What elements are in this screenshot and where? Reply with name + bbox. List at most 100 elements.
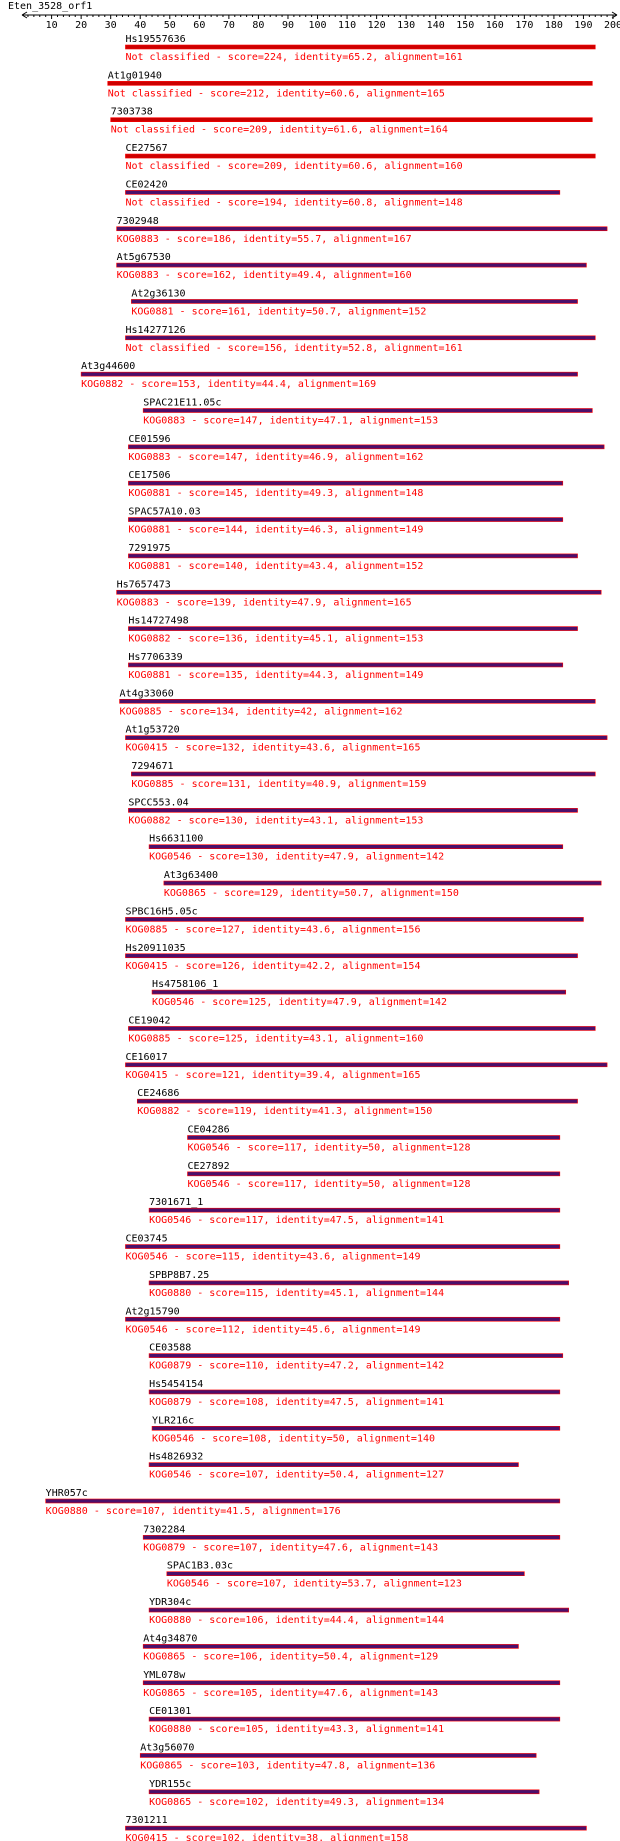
hit-id[interactable]: Hs14277126: [125, 325, 185, 336]
hit-bar[interactable]: [142, 1535, 561, 1540]
hit-bar[interactable]: [148, 1716, 561, 1722]
hit-id[interactable]: Hs7706339: [128, 652, 182, 663]
hit-bar[interactable]: [148, 844, 564, 850]
hit-bar[interactable]: [125, 1825, 587, 1831]
hit-bar[interactable]: [148, 1280, 569, 1286]
hit-bar[interactable]: [119, 698, 596, 704]
hit-id[interactable]: SPAC1B3.03c: [167, 1561, 233, 1572]
hit-bar[interactable]: [139, 1753, 537, 1758]
hit-id[interactable]: SPAC21E11.05c: [143, 398, 221, 409]
hit-id[interactable]: Hs4758106_1: [152, 979, 218, 990]
hit-id[interactable]: 7302948: [117, 216, 159, 227]
hit-id[interactable]: 7301671_1: [149, 1197, 203, 1208]
hit-id[interactable]: At1g01940: [108, 70, 162, 81]
hit-bar[interactable]: [163, 880, 602, 886]
hit-bar[interactable]: [142, 408, 593, 413]
hit-bar[interactable]: [151, 989, 567, 995]
hit-bar[interactable]: [131, 299, 578, 304]
hit-bar[interactable]: [116, 262, 587, 268]
hit-id[interactable]: YHR057c: [46, 1488, 88, 1499]
hit-bar[interactable]: [148, 1207, 561, 1213]
hit-bar[interactable]: [128, 626, 578, 631]
hit-id[interactable]: YDR304c: [149, 1597, 191, 1608]
hit-id[interactable]: 7303738: [111, 107, 153, 118]
hit-bar[interactable]: [148, 1607, 569, 1613]
hit-bar[interactable]: [148, 1389, 561, 1395]
hit-bar[interactable]: [125, 1244, 561, 1249]
hit-bar[interactable]: [116, 589, 602, 595]
hit-id[interactable]: SPAC57A10.03: [128, 507, 200, 518]
hit-id[interactable]: At5g67530: [117, 252, 171, 263]
hit-id[interactable]: YLR216c: [152, 1415, 194, 1426]
hit-id[interactable]: At2g15790: [125, 1306, 179, 1317]
hit-bar[interactable]: [45, 1498, 561, 1504]
hit-bar[interactable]: [128, 553, 578, 559]
hit-id[interactable]: Hs14727498: [128, 616, 188, 627]
hit-bar[interactable]: [125, 735, 608, 740]
hit-id[interactable]: CE27892: [188, 1161, 230, 1172]
hit-id[interactable]: At4g33060: [120, 688, 174, 699]
hit-bar[interactable]: [128, 480, 564, 486]
hit-id[interactable]: At3g63400: [164, 870, 218, 881]
hit-id[interactable]: CE03588: [149, 1343, 191, 1354]
hit-bar[interactable]: [148, 1353, 564, 1358]
hit-id[interactable]: YML078w: [143, 1670, 186, 1681]
hit-bar[interactable]: [125, 153, 596, 159]
hit-bar[interactable]: [166, 1571, 525, 1576]
hit-bar[interactable]: [128, 662, 564, 668]
hit-bar[interactable]: [116, 226, 608, 232]
hit-bar[interactable]: [125, 190, 561, 195]
hit-id[interactable]: At3g44600: [81, 361, 135, 372]
hit-bar[interactable]: [128, 808, 578, 813]
hit-id[interactable]: CE01301: [149, 1706, 191, 1717]
hit-id[interactable]: CE03745: [125, 1234, 167, 1245]
hit-id[interactable]: CE04286: [188, 1125, 230, 1136]
hit-bar[interactable]: [148, 1462, 519, 1467]
hit-id[interactable]: CE01596: [128, 434, 170, 445]
hit-id[interactable]: SPBP8B7.25: [149, 1270, 209, 1281]
hit-id[interactable]: Hs7657473: [117, 579, 171, 590]
hit-id[interactable]: Hs20911035: [125, 943, 185, 954]
hit-bar[interactable]: [128, 517, 564, 522]
hit-id[interactable]: CE16017: [125, 1052, 167, 1063]
hit-bar[interactable]: [125, 953, 578, 959]
hit-bar[interactable]: [142, 1644, 519, 1649]
hit-id[interactable]: At3g56070: [140, 1742, 194, 1753]
hit-id[interactable]: 7301211: [125, 1815, 167, 1826]
hit-bar[interactable]: [187, 1135, 561, 1140]
hit-bar[interactable]: [136, 1098, 578, 1104]
hit-id[interactable]: Hs6631100: [149, 834, 203, 845]
hit-id[interactable]: SPBC16H5.05c: [125, 906, 197, 917]
hit-id[interactable]: Hs4826932: [149, 1452, 203, 1463]
hit-bar[interactable]: [107, 81, 593, 86]
hit-bar[interactable]: [142, 1680, 561, 1686]
hit-bar[interactable]: [125, 1316, 561, 1322]
hit-id[interactable]: CE17506: [128, 470, 170, 481]
hit-id[interactable]: 7294671: [131, 761, 173, 772]
hit-bar[interactable]: [128, 1026, 596, 1031]
hit-id[interactable]: At2g36130: [131, 288, 185, 299]
hit-bar[interactable]: [125, 1062, 608, 1068]
hit-bar[interactable]: [131, 771, 596, 777]
hit-bar[interactable]: [110, 117, 593, 122]
hit-id[interactable]: 7302284: [143, 1524, 185, 1535]
hit-bar[interactable]: [125, 335, 596, 341]
hit-bar[interactable]: [128, 444, 605, 450]
hit-bar[interactable]: [80, 371, 578, 377]
hit-id[interactable]: CE27567: [125, 143, 167, 154]
hit-id[interactable]: At4g34870: [143, 1633, 197, 1644]
hit-id[interactable]: YDR155c: [149, 1779, 191, 1790]
hit-id[interactable]: SPCC553.04: [128, 797, 188, 808]
hit-id[interactable]: Hs5454154: [149, 1379, 203, 1390]
hit-bar[interactable]: [148, 1789, 540, 1795]
hit-bar[interactable]: [125, 917, 584, 922]
hit-bar[interactable]: [151, 1426, 561, 1431]
hit-id[interactable]: Hs19557636: [125, 34, 185, 45]
hit-bar[interactable]: [187, 1171, 561, 1177]
hit-bar[interactable]: [125, 44, 596, 50]
hit-id[interactable]: At1g53720: [125, 725, 179, 736]
hit-id[interactable]: CE19042: [128, 1015, 170, 1026]
hit-id[interactable]: 7291975: [128, 543, 170, 554]
hit-id[interactable]: CE24686: [137, 1088, 179, 1099]
hit-id[interactable]: CE02420: [125, 179, 167, 190]
